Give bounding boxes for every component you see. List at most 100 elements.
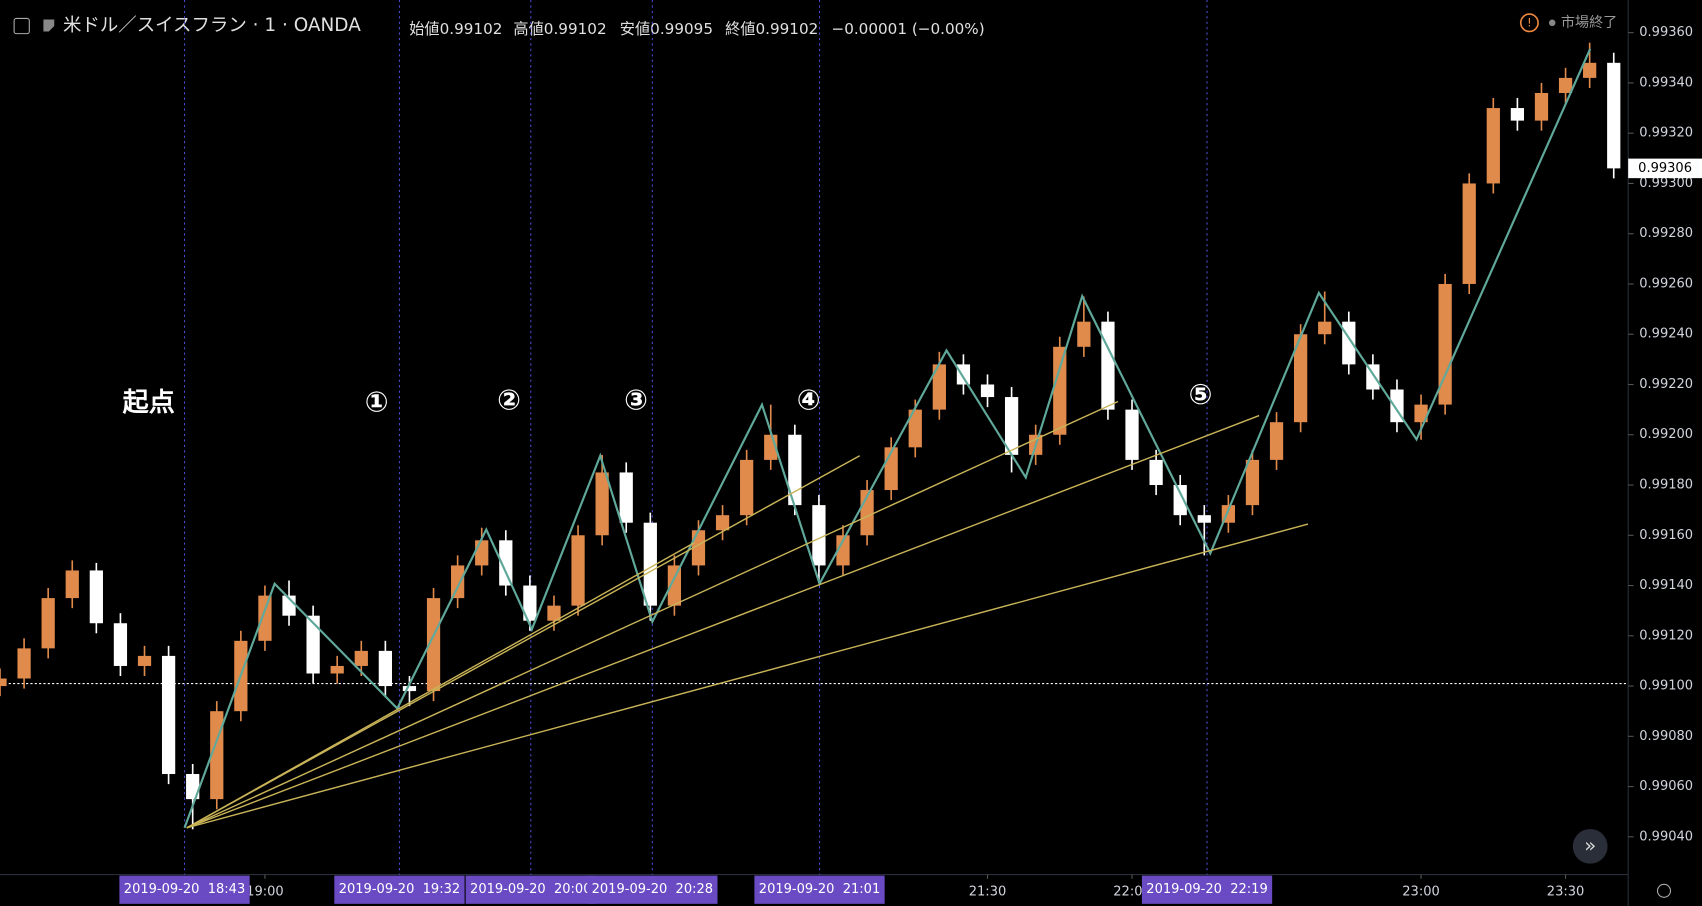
y-tick-label: 0.99260 [1639, 276, 1693, 291]
candle-body [619, 472, 633, 523]
time-marker-label: 2019-09-20 18:43 [124, 882, 245, 897]
candle-body [1510, 108, 1525, 121]
ohlc-change: −0.00001 (−0.00%) [831, 20, 984, 38]
candle-body [475, 540, 489, 566]
y-tick-label: 0.99220 [1639, 377, 1693, 392]
flag-icon[interactable] [43, 19, 55, 32]
candle-body [595, 472, 609, 536]
x-tick-label: 21:30 [969, 884, 1007, 899]
candle-body [1318, 321, 1332, 335]
time-marker-box [334, 875, 465, 904]
candle-body [1558, 77, 1573, 93]
candle-body [1294, 334, 1308, 423]
time-marker-label: 2019-09-20 22:19 [1146, 882, 1267, 897]
candle-body [836, 535, 850, 566]
y-tick-label: 0.99080 [1639, 729, 1693, 744]
y-tick-label: 0.99100 [1639, 679, 1693, 694]
candle-body [354, 650, 368, 666]
y-tick-label: 0.99240 [1639, 327, 1693, 342]
candle-body [643, 522, 657, 606]
candle-body [1269, 422, 1284, 460]
fan-line [186, 455, 861, 829]
candle-body [161, 655, 176, 775]
status-icon[interactable] [1519, 13, 1539, 33]
fan-line [186, 414, 1260, 829]
fan-line [186, 400, 1119, 829]
candle-body [306, 615, 320, 674]
candle-body [667, 565, 682, 606]
y-tick-label: 0.99040 [1639, 829, 1693, 844]
y-tick-label: 0.99120 [1639, 628, 1693, 643]
candle-body [547, 605, 561, 621]
candle-body [1438, 283, 1452, 405]
candle-body [1607, 62, 1621, 169]
candle-body [451, 565, 465, 599]
ohlc-open: 始値0.99102 [409, 20, 502, 38]
candle-body [1583, 62, 1597, 78]
annotation: ② [497, 383, 521, 416]
candle-body [980, 384, 995, 398]
y-tick-label: 0.99320 [1639, 126, 1693, 141]
candle-body [258, 595, 272, 641]
fan-line [186, 523, 1309, 829]
scroll-button[interactable] [1572, 828, 1608, 864]
annotation: ④ [797, 383, 821, 416]
status-icon-mark: ! [1527, 15, 1532, 29]
time-marker-box [1141, 875, 1273, 904]
y-tick-label: 0.99360 [1639, 25, 1693, 40]
y-tick-label: 0.99300 [1639, 176, 1693, 191]
candle-body [1486, 108, 1500, 184]
candle-body [426, 598, 441, 692]
ohlc-close: 終値0.99102 [725, 20, 818, 38]
time-marker-label: 2019-09-20 21:01 [759, 882, 880, 897]
y-tick-label: 0.99140 [1639, 578, 1693, 593]
time-marker-box [119, 875, 250, 904]
x-tick-label: 23:00 [1402, 884, 1440, 899]
x-tick-label: 19:00 [246, 884, 284, 899]
candle-body [1462, 183, 1476, 284]
candle-body [812, 505, 826, 566]
time-marker-box [465, 875, 596, 904]
candle-body [65, 570, 79, 599]
candle-body [523, 585, 537, 621]
candle-body [113, 623, 128, 666]
x-tick-label: 23:30 [1547, 884, 1585, 899]
candle-body [1077, 321, 1091, 347]
ohlc-low: 安値0.99095 [620, 20, 713, 38]
time-marker-label: 2019-09-20 19:32 [339, 882, 460, 897]
fan-line [186, 541, 696, 829]
time-marker-label: 2019-09-20 20:00 [470, 882, 591, 897]
candle-body [1173, 485, 1187, 516]
candle-body [740, 459, 754, 516]
y-tick-label: 0.99200 [1639, 427, 1693, 442]
y-tick-label: 0.99280 [1639, 226, 1693, 241]
candle-body [1414, 404, 1428, 423]
candle-body [571, 535, 585, 606]
settings-icon[interactable] [1656, 883, 1672, 898]
y-tick-label: 0.99180 [1639, 478, 1693, 493]
candle-body [1053, 346, 1067, 435]
candle-body [715, 515, 730, 531]
layout-icon[interactable] [13, 17, 30, 35]
scroll-icon: » [1584, 834, 1596, 857]
candle-body [1004, 397, 1019, 455]
candle-body [908, 409, 922, 448]
candle-body [402, 686, 417, 692]
y-tick-label: 0.99160 [1639, 528, 1693, 543]
candle-body [330, 665, 344, 674]
x-tick-label: 22:00 [1113, 884, 1151, 899]
status-dot [1548, 19, 1556, 27]
candle-body [89, 570, 103, 624]
time-marker-label: 2019-09-20 20:28 [592, 882, 713, 897]
symbol[interactable]: 米ドル／スイスフラン · 1 · OANDA [63, 15, 361, 36]
time-marker-box [754, 875, 885, 904]
last-price-label: 0.99306 [1638, 161, 1692, 176]
y-tick-label: 0.99340 [1639, 75, 1693, 90]
candle-body [1125, 409, 1139, 460]
candle-body [0, 678, 7, 687]
time-marker-box [587, 875, 718, 904]
last-price-box [1628, 158, 1702, 179]
ohlc-high: 高値0.99102 [513, 20, 606, 38]
annotation: 起点 [123, 387, 175, 418]
